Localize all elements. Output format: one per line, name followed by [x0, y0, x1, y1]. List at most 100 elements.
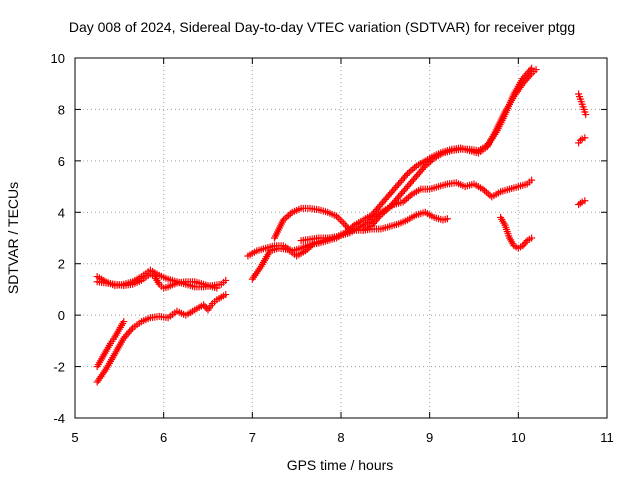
trace-fill [459, 145, 471, 153]
trace-fill [308, 205, 321, 213]
trace-fill [131, 319, 143, 330]
data-point [528, 176, 536, 184]
trace-fill [131, 277, 143, 287]
series-13 [575, 197, 589, 209]
trace-fill [499, 186, 511, 195]
trace-fill [423, 153, 436, 164]
trace-fill [326, 209, 338, 219]
trace-fill [477, 143, 489, 153]
trace-fill [299, 236, 312, 244]
y-tick-label: 8 [58, 102, 65, 117]
x-tick-label: 9 [426, 430, 433, 445]
data-point [279, 216, 287, 224]
trace-fill [432, 214, 445, 223]
trace-fill [365, 212, 379, 225]
trace-fill [379, 223, 392, 232]
x-axis-label: GPS time / hours [287, 457, 394, 473]
trace-fill [378, 192, 392, 207]
data-point [377, 201, 385, 209]
trace-fill [353, 217, 365, 228]
trace-fill [291, 245, 303, 254]
trace-fill [264, 242, 276, 252]
trace-fill [388, 221, 400, 230]
trace-fill [520, 238, 530, 248]
data-point [443, 215, 451, 223]
trace-fill [493, 113, 508, 135]
trace-fill [112, 336, 127, 356]
series-4 [93, 291, 230, 386]
trace-fill [348, 225, 360, 236]
x-tick-label: 7 [249, 430, 256, 445]
trace-fill [99, 349, 109, 361]
trace-fill [387, 182, 401, 197]
x-tick-labels: 5 6 7 8 9 10 11 [71, 430, 613, 445]
trace-fill [121, 326, 135, 341]
x-tick-label: 6 [160, 430, 167, 445]
y-tick-label: 2 [58, 257, 65, 272]
trace-fill [140, 268, 152, 279]
trace-fill [401, 192, 414, 204]
trace-fill [441, 147, 454, 156]
trace-fill [406, 212, 418, 223]
trace-fill [370, 225, 383, 233]
y-tick-labels: -4 -2 0 2 4 6 8 10 [51, 51, 65, 426]
trace-fill [255, 245, 267, 254]
data-point [532, 66, 540, 74]
data-point [479, 185, 487, 193]
data-point [213, 284, 221, 292]
y-tick-label: 10 [51, 51, 65, 66]
trace-fill [202, 281, 214, 290]
trace-fill [361, 222, 374, 233]
series-11 [575, 90, 590, 119]
trace-fill [343, 223, 356, 235]
trace-fill [415, 209, 427, 218]
trace-fill [166, 309, 179, 320]
data-point [120, 318, 128, 326]
trace-fill [295, 248, 307, 259]
trace-fill [258, 249, 273, 268]
trace-fill [326, 233, 338, 242]
trace-fill [450, 146, 462, 154]
trace-fill [116, 320, 127, 331]
x-tick-label: 5 [71, 430, 78, 445]
trace-fill [437, 181, 449, 190]
series-3 [93, 318, 128, 371]
y-tick-label: 6 [58, 154, 65, 169]
trace-fill [468, 146, 480, 154]
trace-fill [104, 279, 117, 288]
trace-fill [281, 210, 294, 222]
trace-fill [423, 156, 436, 168]
trace-fill [308, 234, 321, 243]
trace-fill [268, 245, 281, 254]
series-2 [93, 270, 221, 292]
trace-fill [313, 237, 325, 246]
trace-fill [175, 308, 188, 318]
trace-fill [428, 183, 440, 192]
data-point [222, 276, 230, 284]
trace-fill [502, 92, 517, 116]
trace-fill [206, 302, 215, 312]
trace-fill [498, 215, 508, 227]
trace-fill [335, 230, 347, 240]
trace-fill [94, 367, 109, 384]
trace-fill [414, 164, 428, 179]
trace-fill [502, 223, 513, 240]
trace-fill [432, 150, 445, 161]
trace-fill [103, 341, 113, 353]
trace-fill [490, 189, 502, 200]
trace-fill [193, 302, 205, 313]
trace-fill [392, 199, 405, 208]
trace-fill [122, 281, 134, 289]
data-point [528, 64, 536, 72]
trace-fill [95, 278, 108, 287]
trace-fill [184, 307, 196, 318]
trace-fill [405, 174, 419, 189]
axis-ticks [74, 57, 608, 419]
trace-fill [511, 77, 526, 96]
trace-fill [113, 281, 125, 289]
trace-fill [215, 292, 227, 302]
trace-fill [520, 71, 534, 86]
trace-fill [334, 214, 348, 227]
trace-fill [410, 186, 423, 197]
trace-fill [277, 245, 290, 253]
